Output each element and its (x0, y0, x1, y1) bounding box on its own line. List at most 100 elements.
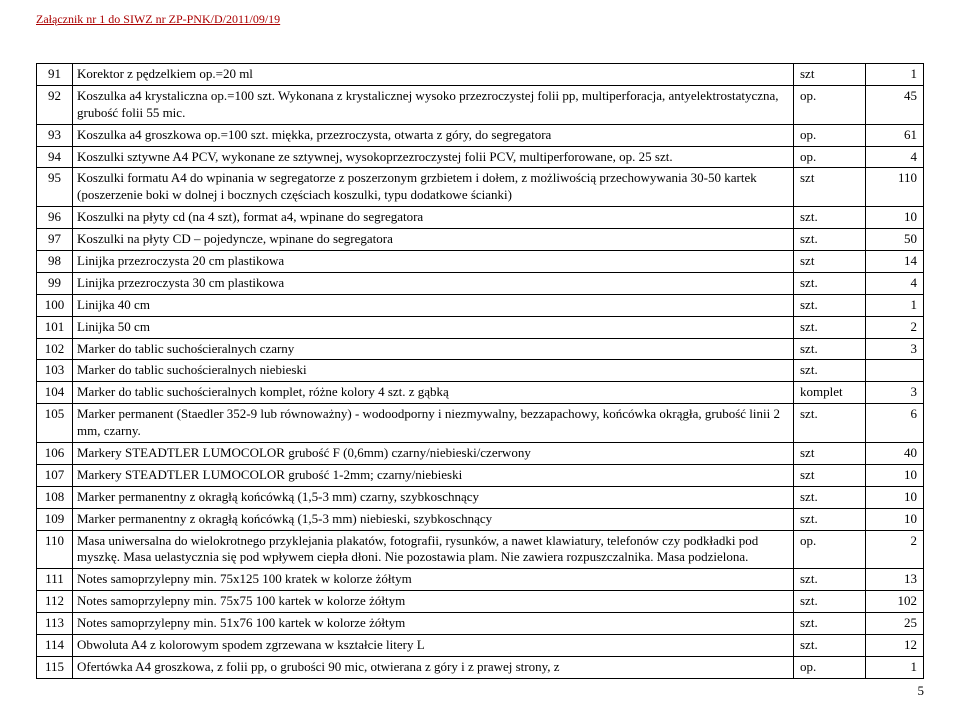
row-description: Notes samoprzylepny min. 75x75 100 karte… (73, 591, 794, 613)
row-quantity: 45 (866, 85, 924, 124)
row-description: Linijka przezroczysta 20 cm plastikowa (73, 251, 794, 273)
row-quantity: 40 (866, 443, 924, 465)
row-number: 97 (37, 229, 73, 251)
row-quantity: 2 (866, 316, 924, 338)
row-description: Marker do tablic suchościeralnych niebie… (73, 360, 794, 382)
table-row: 94Koszulki sztywne A4 PCV, wykonane ze s… (37, 146, 924, 168)
row-quantity: 61 (866, 124, 924, 146)
row-unit: szt. (794, 404, 866, 443)
row-unit: szt. (794, 338, 866, 360)
row-number: 111 (37, 569, 73, 591)
row-description: Marker permanentny z okragłą końcówką (1… (73, 486, 794, 508)
row-number: 102 (37, 338, 73, 360)
row-description: Masa uniwersalna do wielokrotnego przykl… (73, 530, 794, 569)
row-description: Notes samoprzylepny min. 75x125 100 krat… (73, 569, 794, 591)
row-quantity: 1 (866, 294, 924, 316)
row-unit: szt. (794, 486, 866, 508)
row-quantity (866, 360, 924, 382)
row-quantity: 14 (866, 251, 924, 273)
row-description: Linijka 50 cm (73, 316, 794, 338)
table-row: 93Koszulka a4 groszkowa op.=100 szt. mię… (37, 124, 924, 146)
row-unit: szt. (794, 207, 866, 229)
row-number: 93 (37, 124, 73, 146)
row-description: Linijka 40 cm (73, 294, 794, 316)
table-row: 99Linijka przezroczysta 30 cm plastikowa… (37, 272, 924, 294)
row-description: Koszulki formatu A4 do wpinania w segreg… (73, 168, 794, 207)
row-number: 98 (37, 251, 73, 273)
table-row: 101Linijka 50 cmszt.2 (37, 316, 924, 338)
row-description: Marker permanent (Staedler 352-9 lub rów… (73, 404, 794, 443)
row-description: Korektor z pędzelkiem op.=20 ml (73, 64, 794, 86)
row-quantity: 110 (866, 168, 924, 207)
row-number: 101 (37, 316, 73, 338)
table-row: 114Obwoluta A4 z kolorowym spodem zgrzew… (37, 635, 924, 657)
table-row: 98Linijka przezroczysta 20 cm plastikowa… (37, 251, 924, 273)
row-unit: szt. (794, 508, 866, 530)
row-description: Markery STEADTLER LUMOCOLOR grubość 1-2m… (73, 464, 794, 486)
row-description: Ofertówka A4 groszkowa, z folii pp, o gr… (73, 656, 794, 678)
row-unit: komplet (794, 382, 866, 404)
row-description: Obwoluta A4 z kolorowym spodem zgrzewana… (73, 635, 794, 657)
table-row: 97Koszulki na płyty CD – pojedyncze, wpi… (37, 229, 924, 251)
row-number: 114 (37, 635, 73, 657)
table-row: 92Koszulka a4 krystaliczna op.=100 szt. … (37, 85, 924, 124)
row-unit: szt. (794, 360, 866, 382)
row-unit: szt (794, 251, 866, 273)
row-quantity: 12 (866, 635, 924, 657)
row-quantity: 1 (866, 64, 924, 86)
row-unit: szt (794, 168, 866, 207)
row-number: 113 (37, 613, 73, 635)
row-description: Koszulka a4 krystaliczna op.=100 szt. Wy… (73, 85, 794, 124)
row-number: 96 (37, 207, 73, 229)
row-unit: op. (794, 124, 866, 146)
row-description: Koszulka a4 groszkowa op.=100 szt. miękk… (73, 124, 794, 146)
row-number: 115 (37, 656, 73, 678)
row-quantity: 3 (866, 382, 924, 404)
row-number: 108 (37, 486, 73, 508)
row-quantity: 10 (866, 207, 924, 229)
row-description: Notes samoprzylepny min. 51x76 100 karte… (73, 613, 794, 635)
table-row: 113Notes samoprzylepny min. 51x76 100 ka… (37, 613, 924, 635)
row-quantity: 50 (866, 229, 924, 251)
row-unit: szt. (794, 229, 866, 251)
row-unit: szt. (794, 591, 866, 613)
table-row: 106Markery STEADTLER LUMOCOLOR grubość F… (37, 443, 924, 465)
table-row: 108Marker permanentny z okragłą końcówką… (37, 486, 924, 508)
table-row: 115Ofertówka A4 groszkowa, z folii pp, o… (37, 656, 924, 678)
row-unit: op. (794, 530, 866, 569)
row-number: 110 (37, 530, 73, 569)
row-unit: szt. (794, 635, 866, 657)
row-number: 91 (37, 64, 73, 86)
row-number: 99 (37, 272, 73, 294)
row-unit: szt (794, 464, 866, 486)
row-description: Koszulki na płyty cd (na 4 szt), format … (73, 207, 794, 229)
row-description: Koszulki sztywne A4 PCV, wykonane ze szt… (73, 146, 794, 168)
row-unit: szt. (794, 569, 866, 591)
row-quantity: 4 (866, 146, 924, 168)
table-row: 105Marker permanent (Staedler 352-9 lub … (37, 404, 924, 443)
row-description: Koszulki na płyty CD – pojedyncze, wpina… (73, 229, 794, 251)
row-number: 103 (37, 360, 73, 382)
table-row: 91Korektor z pędzelkiem op.=20 mlszt1 (37, 64, 924, 86)
row-number: 112 (37, 591, 73, 613)
page-number: 5 (36, 679, 924, 699)
row-unit: op. (794, 146, 866, 168)
row-description: Marker do tablic suchościeralnych komple… (73, 382, 794, 404)
row-quantity: 13 (866, 569, 924, 591)
row-number: 105 (37, 404, 73, 443)
row-unit: szt (794, 443, 866, 465)
row-quantity: 4 (866, 272, 924, 294)
row-number: 104 (37, 382, 73, 404)
table-row: 110Masa uniwersalna do wielokrotnego prz… (37, 530, 924, 569)
row-unit: szt. (794, 316, 866, 338)
table-row: 100Linijka 40 cmszt.1 (37, 294, 924, 316)
row-description: Markery STEADTLER LUMOCOLOR grubość F (0… (73, 443, 794, 465)
row-unit: op. (794, 85, 866, 124)
table-row: 107Markery STEADTLER LUMOCOLOR grubość 1… (37, 464, 924, 486)
row-description: Linijka przezroczysta 30 cm plastikowa (73, 272, 794, 294)
row-description: Marker permanentny z okragłą końcówką (1… (73, 508, 794, 530)
row-quantity: 10 (866, 508, 924, 530)
table-row: 109Marker permanentny z okragłą końcówką… (37, 508, 924, 530)
row-number: 100 (37, 294, 73, 316)
row-unit: szt. (794, 272, 866, 294)
